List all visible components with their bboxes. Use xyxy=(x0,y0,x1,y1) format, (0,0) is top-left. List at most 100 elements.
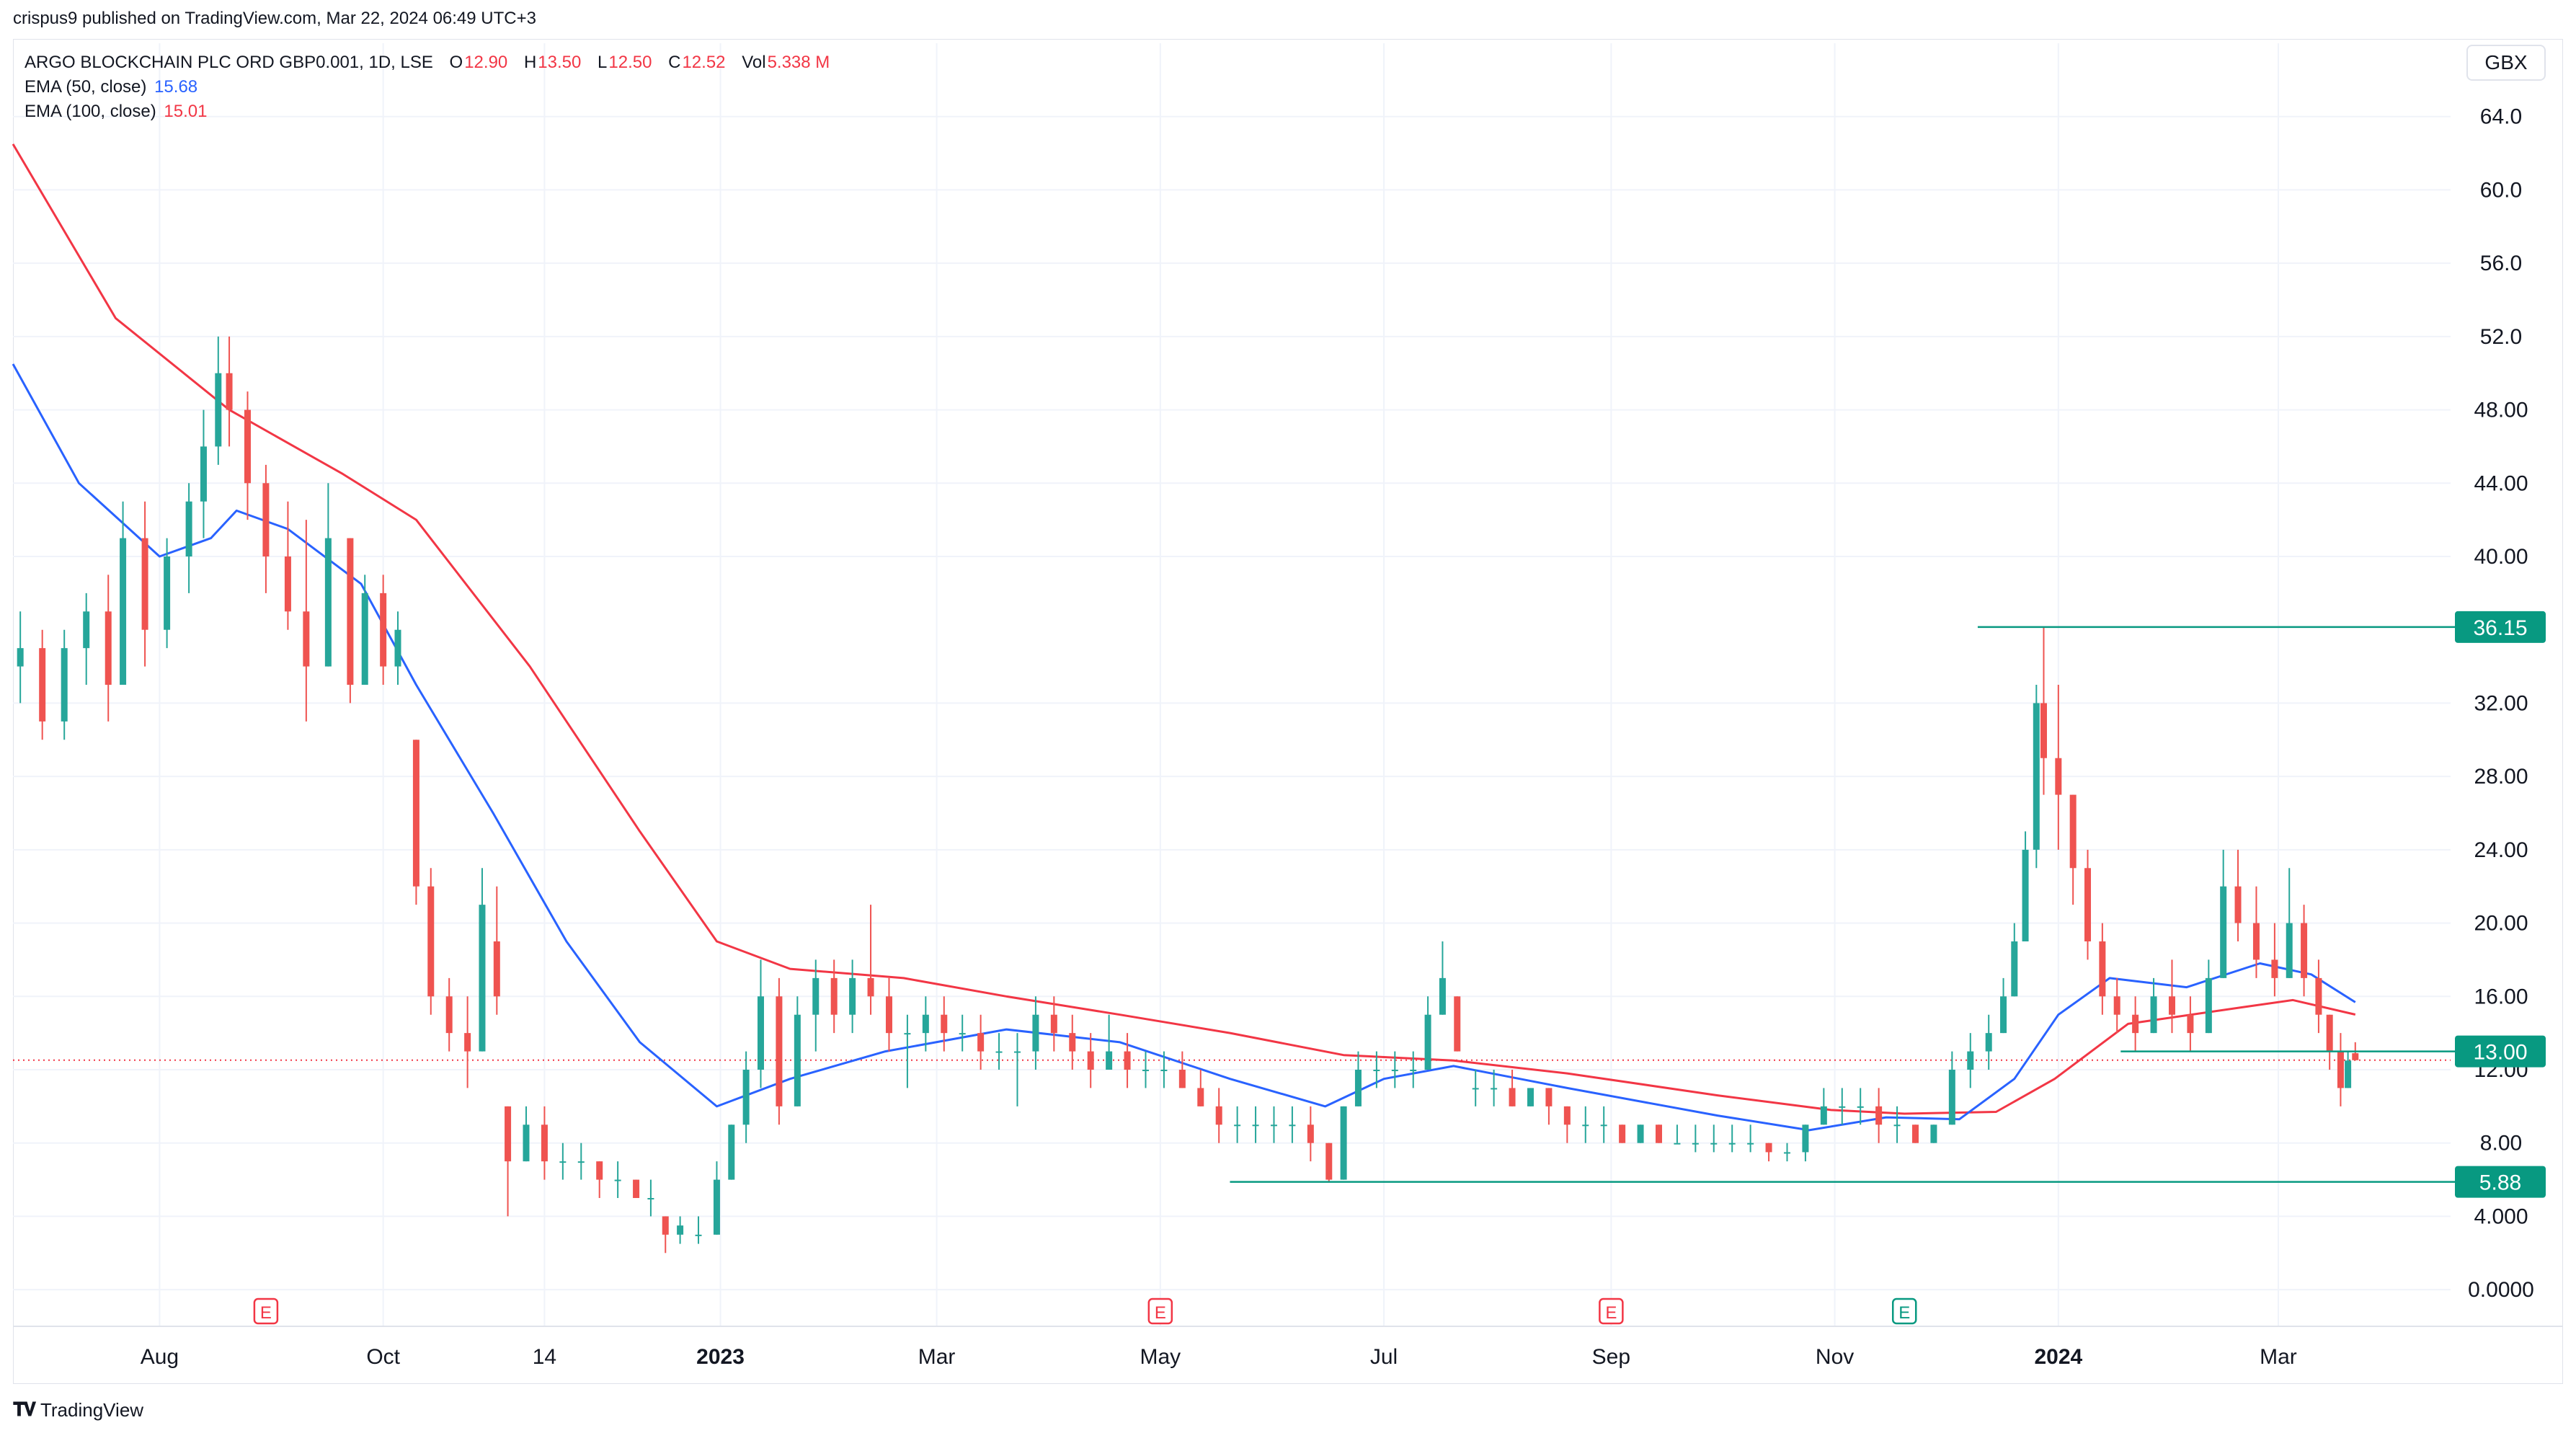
candle xyxy=(1948,1051,1955,1125)
candle-body xyxy=(1948,1070,1955,1125)
y-tick-label: 52.0 xyxy=(2480,325,2522,349)
candle xyxy=(812,959,820,1052)
candle-body xyxy=(2033,703,2040,850)
candle-body xyxy=(2055,758,2062,795)
candle xyxy=(2286,868,2293,978)
candle-body xyxy=(523,1124,530,1162)
candle xyxy=(1911,1124,1919,1143)
tradingview-brand[interactable]: 𝐓𝐕 TradingView xyxy=(13,1398,143,1421)
candle xyxy=(1391,1051,1398,1088)
candle xyxy=(2315,959,2322,1034)
candle xyxy=(614,1161,621,1198)
candle-body xyxy=(262,483,270,556)
candle xyxy=(2234,849,2242,941)
candle xyxy=(1454,996,1461,1052)
y-tick-label: 16.00 xyxy=(2474,985,2528,1008)
candle-body xyxy=(2099,941,2106,997)
candle-body xyxy=(1857,1106,1864,1108)
candle-body xyxy=(284,556,291,612)
candle-body xyxy=(1747,1143,1754,1145)
candle-body xyxy=(1985,1033,1992,1052)
level-label: 36.15 xyxy=(2473,616,2527,640)
candle-body xyxy=(164,556,171,630)
candle xyxy=(1875,1088,1883,1143)
candle-body xyxy=(647,1198,654,1199)
symbol-legend-row[interactable]: ARGO BLOCKCHAIN PLC ORD GBP0.001, 1D, LS… xyxy=(25,50,831,75)
candle-body xyxy=(1491,1088,1498,1090)
ema50-legend-row[interactable]: EMA (50, close) 15.68 xyxy=(25,75,831,99)
candle-body xyxy=(2301,923,2308,978)
level-label: 5.88 xyxy=(2479,1171,2521,1195)
candle-body xyxy=(1160,1070,1168,1071)
candle-body xyxy=(1252,1124,1259,1127)
y-tick-label: 44.00 xyxy=(2474,471,2528,495)
candle-body xyxy=(596,1161,603,1180)
candle xyxy=(2337,1033,2344,1106)
ema100-legend-row[interactable]: EMA (100, close) 15.01 xyxy=(25,99,831,124)
candle-body xyxy=(2271,959,2278,978)
x-tick-label: Aug xyxy=(141,1345,179,1369)
candle xyxy=(1655,1124,1662,1143)
candle xyxy=(2113,977,2120,1034)
candle-body xyxy=(885,996,892,1034)
volume-label: Vol xyxy=(742,53,766,72)
close-value: 12.52 xyxy=(682,53,726,72)
candle xyxy=(1820,1088,1827,1125)
candle xyxy=(262,464,270,593)
candle-body xyxy=(1820,1106,1827,1125)
y-tick-label: 56.0 xyxy=(2480,252,2522,275)
earnings-marker-label: E xyxy=(260,1303,272,1323)
candle-body xyxy=(2220,886,2227,978)
candle-body xyxy=(1600,1124,1607,1127)
candle xyxy=(2345,1051,2352,1088)
candle-body xyxy=(2205,977,2212,1034)
candle xyxy=(922,996,929,1052)
candle xyxy=(830,959,838,1034)
candle-body xyxy=(2150,996,2157,1034)
candle-body xyxy=(1728,1143,1736,1145)
candle-body xyxy=(1875,1106,1883,1125)
candle xyxy=(2084,849,2092,960)
candle xyxy=(105,574,112,722)
currency-button[interactable]: GBX xyxy=(2466,45,2546,81)
candle-body xyxy=(757,996,764,1070)
candle-body xyxy=(303,611,310,667)
open-label: O xyxy=(449,53,463,72)
candle xyxy=(445,977,453,1052)
candle-body xyxy=(1013,1051,1021,1053)
candle-body xyxy=(1619,1124,1626,1143)
candle-body xyxy=(867,977,874,997)
earnings-marker xyxy=(1891,1297,1917,1325)
candle-body xyxy=(1124,1051,1131,1070)
candle xyxy=(1783,1143,1790,1162)
candle-body xyxy=(1354,1070,1362,1106)
candle-body xyxy=(1142,1070,1149,1071)
candle-body xyxy=(1215,1106,1222,1125)
candle xyxy=(412,740,419,905)
candle xyxy=(662,1216,669,1254)
candle xyxy=(61,629,68,740)
candle xyxy=(2168,959,2175,1034)
candle xyxy=(1619,1124,1626,1143)
candle xyxy=(541,1106,548,1180)
candle xyxy=(1307,1106,1314,1162)
candle xyxy=(647,1179,654,1217)
candle xyxy=(695,1216,702,1244)
candle-body xyxy=(464,1033,471,1052)
y-tick-label: 8.00 xyxy=(2480,1132,2522,1155)
chart-legend: ARGO BLOCKCHAIN PLC ORD GBP0.001, 1D, LS… xyxy=(25,50,831,124)
candle xyxy=(1215,1088,1222,1143)
high-label: H xyxy=(523,53,537,72)
symbol-name[interactable]: ARGO BLOCKCHAIN PLC ORD GBP0.001, 1D, LS… xyxy=(25,53,433,72)
candle xyxy=(1013,1033,1021,1106)
candle-body xyxy=(1340,1106,1347,1180)
candle-body xyxy=(361,593,368,685)
candle-body xyxy=(995,1051,1003,1053)
ema50-line xyxy=(12,363,2356,1132)
candle-body xyxy=(2315,977,2322,1015)
candle-body xyxy=(479,905,486,1052)
candle xyxy=(559,1143,567,1180)
candle-body xyxy=(959,1033,966,1035)
candle-body xyxy=(17,648,24,667)
